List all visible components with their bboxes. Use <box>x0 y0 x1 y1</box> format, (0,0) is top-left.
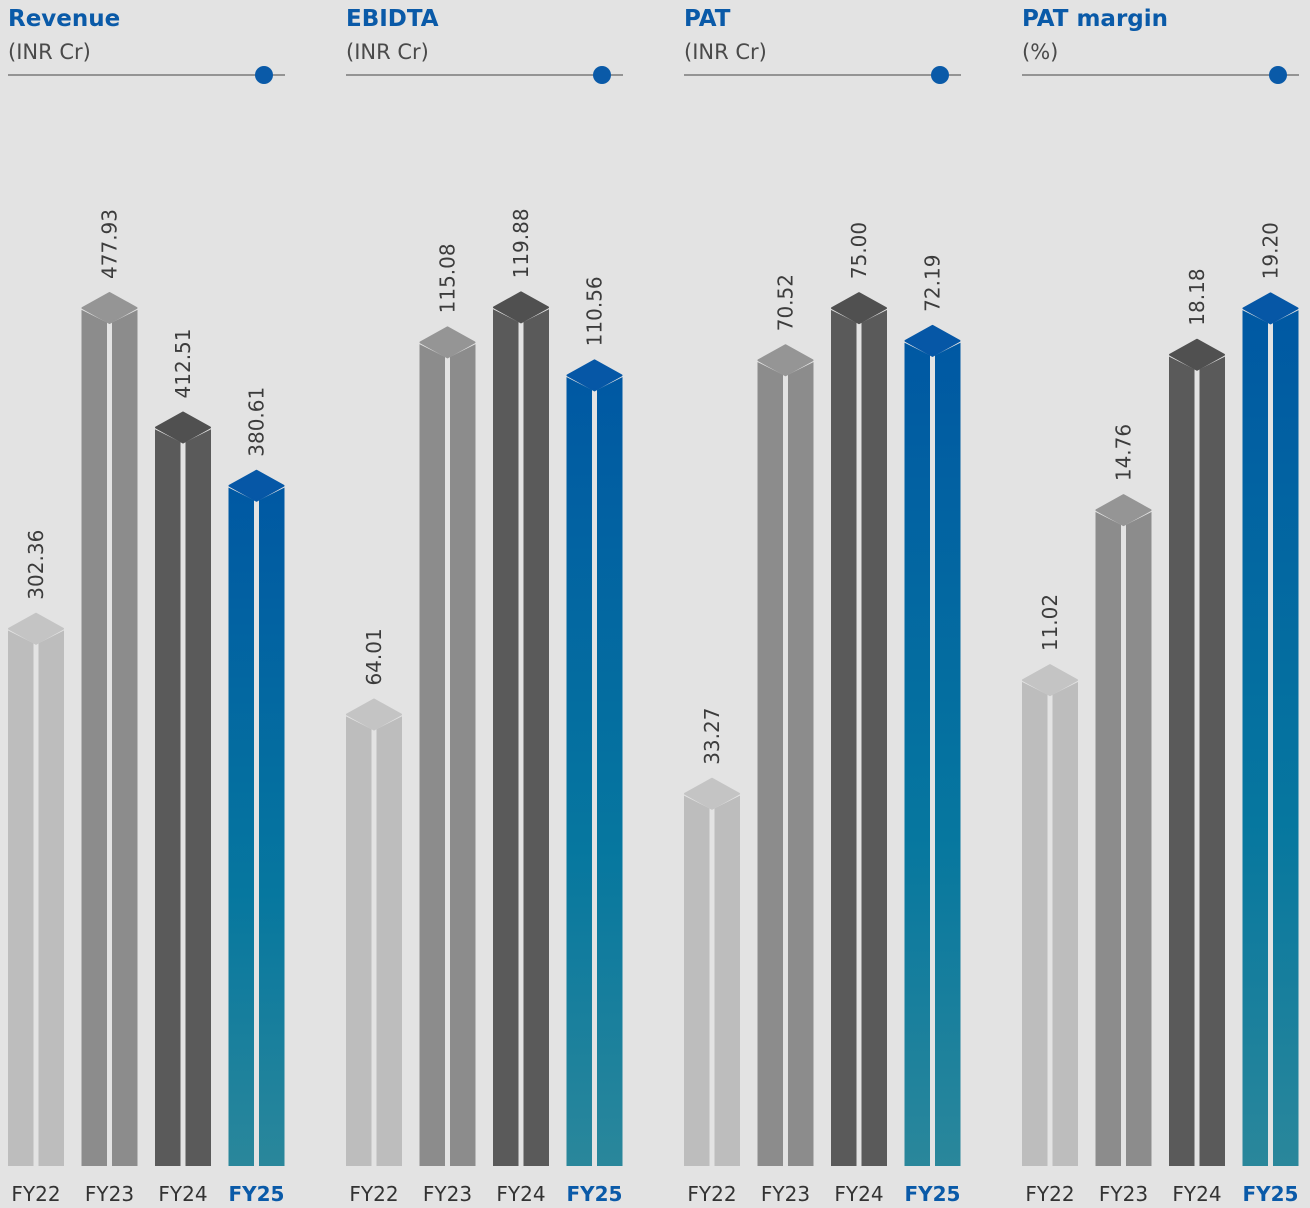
tick-label-fy22: FY22 <box>1025 1182 1074 1206</box>
tick-label-fy22: FY22 <box>11 1182 60 1206</box>
tick-label-fy23: FY23 <box>423 1182 472 1206</box>
bar-fy23 <box>756 344 815 1167</box>
pat-margin-panel: PAT margin (%) 11.02 FY22 14.76 FY23 18.18 FY… <box>1022 0 1310 1208</box>
bar-top-diamond <box>757 344 814 377</box>
tick-label-fy24: FY24 <box>834 1182 883 1206</box>
revenue-panel: Revenue (INR Cr) 302.36 FY22 477.93 FY23 412… <box>8 0 308 1208</box>
value-label: 477.93 <box>98 209 122 279</box>
value-label: 33.27 <box>700 708 724 765</box>
tick-label-fy22: FY22 <box>349 1182 398 1206</box>
chart-title: PAT margin <box>1022 6 1169 32</box>
bar-top-diamond <box>1095 494 1152 527</box>
value-label: 18.18 <box>1185 268 1209 325</box>
header-rule-dot <box>1269 66 1287 84</box>
bar-fy22 <box>684 777 742 1166</box>
value-label: 70.52 <box>774 274 798 331</box>
value-label: 14.76 <box>1112 424 1136 481</box>
bar-fy24 <box>829 292 889 1166</box>
bar-top-diamond <box>1242 292 1299 325</box>
bar-fy22 <box>346 698 404 1166</box>
tick-label-fy25: FY25 <box>567 1182 623 1206</box>
bar-fy25 <box>565 359 624 1167</box>
header-rule-dot <box>255 66 273 84</box>
bar-fy23 <box>80 291 139 1166</box>
bar-fy24 <box>491 291 551 1166</box>
tick-label-fy24: FY24 <box>1172 1182 1221 1206</box>
bar-top-diamond <box>228 469 285 502</box>
pat-margin-chart: 11.02 FY22 14.76 FY23 18.18 FY24 19.20 FY25 <box>1022 66 1300 1206</box>
tick-label-fy25: FY25 <box>905 1182 961 1206</box>
pat-chart: 33.27 FY22 70.52 FY23 75.00 FY24 72.19 FY25 <box>684 66 962 1206</box>
tick-label-fy25: FY25 <box>1243 1182 1299 1206</box>
bar-fy25 <box>227 469 286 1166</box>
bar-top-diamond <box>155 411 211 444</box>
bar-top-diamond <box>904 324 961 357</box>
bar-fy25 <box>1241 292 1300 1166</box>
bar-top-diamond <box>566 359 623 392</box>
ebidta-panel: EBIDTA (INR Cr) 64.01 FY22 115.08 FY23 119.8… <box>346 0 646 1208</box>
value-label: 11.02 <box>1038 594 1062 651</box>
tick-label-fy25: FY25 <box>229 1182 285 1206</box>
tick-label-fy23: FY23 <box>1099 1182 1148 1206</box>
bar-top-diamond <box>346 698 402 731</box>
bar-top-diamond <box>1022 664 1078 697</box>
tick-label-fy24: FY24 <box>158 1182 207 1206</box>
value-label: 412.51 <box>171 328 195 398</box>
bar-fy23 <box>1094 494 1153 1166</box>
chart-title: EBIDTA <box>346 6 439 32</box>
header-rule-dot <box>931 66 949 84</box>
value-label: 64.01 <box>362 628 386 685</box>
bar-top-diamond <box>684 777 740 810</box>
ebidta-chart: 64.01 FY22 115.08 FY23 119.88 FY24 110.56 FY25 <box>346 66 624 1206</box>
value-label: 302.36 <box>24 530 48 600</box>
bar-top-diamond <box>493 291 549 324</box>
value-label: 19.20 <box>1259 222 1283 279</box>
tick-label-fy23: FY23 <box>85 1182 134 1206</box>
value-label: 72.19 <box>921 255 945 312</box>
value-label: 115.08 <box>436 243 460 313</box>
revenue-chart: 302.36 FY22 477.93 FY23 412.51 FY24 380.61 FY25 <box>8 66 286 1206</box>
bar-fy25 <box>903 324 962 1167</box>
bar-top-diamond <box>81 291 138 324</box>
chart-unit: (INR Cr) <box>8 40 91 64</box>
bar-fy24 <box>1167 338 1227 1166</box>
chart-unit: (%) <box>1022 40 1059 64</box>
value-label: 75.00 <box>847 222 871 279</box>
chart-unit: (INR Cr) <box>684 40 767 64</box>
pat-panel: PAT (INR Cr) 33.27 FY22 70.52 FY23 75.00 FY24… <box>684 0 984 1208</box>
value-label: 380.61 <box>245 387 269 457</box>
tick-label-fy23: FY23 <box>761 1182 810 1206</box>
bar-fy23 <box>418 326 477 1166</box>
chart-unit: (INR Cr) <box>346 40 429 64</box>
bar-fy22 <box>1022 664 1080 1166</box>
tick-label-fy24: FY24 <box>496 1182 545 1206</box>
chart-title: Revenue <box>8 6 121 32</box>
bar-fy22 <box>8 612 66 1166</box>
chart-title: PAT <box>684 6 731 32</box>
bar-top-diamond <box>419 326 476 359</box>
bar-top-diamond <box>831 292 887 325</box>
bar-fy24 <box>153 411 213 1167</box>
bar-top-diamond <box>1169 338 1225 371</box>
tick-label-fy22: FY22 <box>687 1182 736 1206</box>
value-label: 110.56 <box>583 276 607 346</box>
bar-top-diamond <box>8 612 64 645</box>
header-rule-dot <box>593 66 611 84</box>
value-label: 119.88 <box>509 208 533 278</box>
